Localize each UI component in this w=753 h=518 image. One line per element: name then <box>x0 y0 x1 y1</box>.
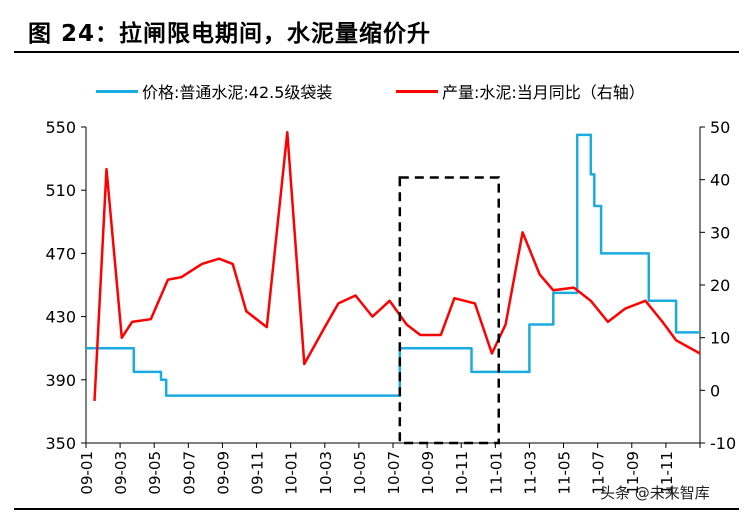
x-tick-label: 10-11 <box>453 451 471 495</box>
page-title: 图 24：拉闸限电期间，水泥量缩价升 <box>28 21 432 47</box>
x-tick-label: 10-03 <box>317 451 335 495</box>
y-left-tick-label: 470 <box>45 244 76 263</box>
x-tick-label: 11-07 <box>590 451 608 495</box>
title-divider <box>14 51 739 53</box>
series-line-price <box>86 133 700 397</box>
x-tick-label: 09-01 <box>78 451 96 495</box>
series-line-output <box>93 131 701 401</box>
y-left-tick-label: 350 <box>45 434 76 453</box>
x-tick-label: 11-11 <box>658 451 676 495</box>
legend-item-output: 产量:水泥:当月同比（右轴） <box>396 78 645 104</box>
x-tick-label: 09-07 <box>180 451 198 495</box>
x-tick-label: 10-09 <box>419 451 437 495</box>
y-right-tick-label: 20 <box>710 276 730 295</box>
y-left-tick-label: 430 <box>45 308 76 327</box>
x-tick-label: 10-05 <box>351 451 369 495</box>
y-right-tick-label: 50 <box>710 118 730 137</box>
bottom-divider <box>14 508 739 510</box>
x-tick-label: 10-07 <box>385 451 403 495</box>
watermark-text: 头条 @未来智库 <box>600 484 710 502</box>
title-bar: 图 24：拉闸限电期间，水泥量缩价升 <box>0 0 753 50</box>
y-right-tick-label: 10 <box>710 329 730 348</box>
x-tick-label: 10-01 <box>283 451 301 495</box>
y-left-tick-label: 550 <box>45 118 76 137</box>
y-right-tick-label: 0 <box>710 381 720 400</box>
legend-label-price: 价格:普通水泥:42.5级袋装 <box>142 83 333 102</box>
y-left-tick-label: 510 <box>45 181 76 200</box>
legend-swatch-output <box>396 89 438 93</box>
y-right-tick-label: 40 <box>710 171 730 190</box>
legend-swatch-price <box>96 89 138 93</box>
x-tick-label: 09-05 <box>146 451 164 495</box>
x-tick-label: 11-09 <box>624 451 642 495</box>
x-tick-label: 09-11 <box>249 451 267 495</box>
x-tick-label: 09-03 <box>112 451 130 495</box>
x-tick-label: 09-09 <box>214 451 232 495</box>
highlight-dashed-box <box>398 176 500 445</box>
y-right-tick-label: -10 <box>710 434 736 453</box>
x-tick-label: 11-03 <box>521 451 539 495</box>
x-tick-label: 11-01 <box>487 451 505 495</box>
legend-item-price: 价格:普通水泥:42.5级袋装 <box>96 78 332 104</box>
legend-label-output: 产量:水泥:当月同比（右轴） <box>442 83 645 102</box>
x-tick-label: 11-05 <box>556 451 574 495</box>
y-right-tick-label: 30 <box>710 223 730 242</box>
chart-legend: 价格:普通水泥:42.5级袋装 产量:水泥:当月同比（右轴） <box>0 78 753 104</box>
y-left-tick-label: 390 <box>45 371 76 390</box>
